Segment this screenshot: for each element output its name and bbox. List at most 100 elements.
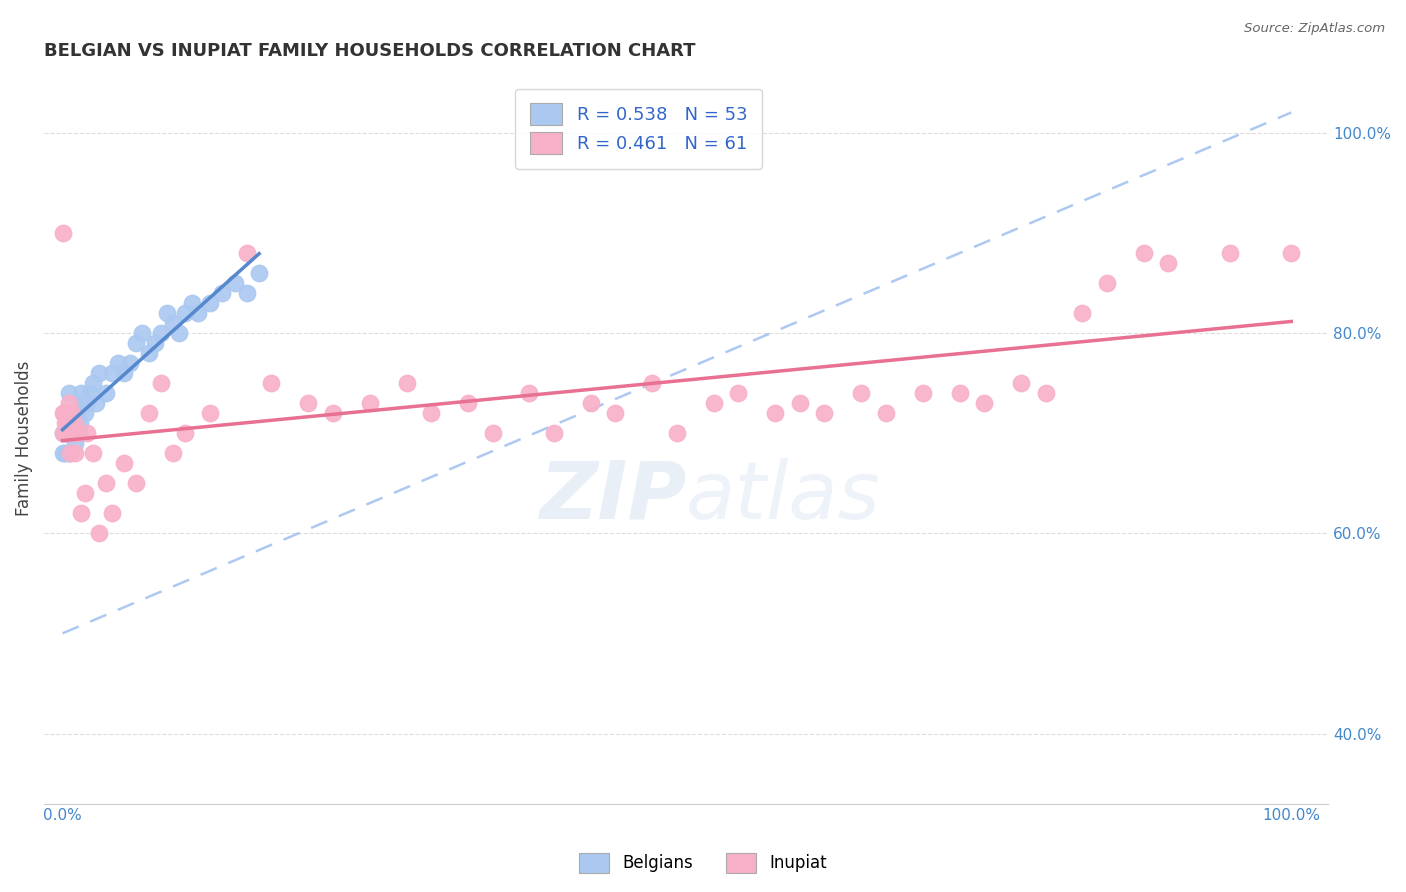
Point — [55, 425, 77, 440]
Point — [56, 416, 79, 430]
Point — [162, 316, 184, 330]
Point — [60, 406, 83, 420]
Point — [174, 425, 197, 440]
Point — [59, 446, 82, 460]
Point — [1219, 245, 1241, 260]
Point — [84, 396, 107, 410]
Point — [58, 386, 80, 401]
Point — [63, 416, 86, 430]
Point — [174, 306, 197, 320]
Point — [55, 406, 77, 420]
Point — [180, 295, 202, 310]
Point — [53, 446, 76, 460]
Point — [70, 396, 93, 410]
Point — [112, 366, 135, 380]
Point — [125, 476, 148, 491]
Text: Source: ZipAtlas.com: Source: ZipAtlas.com — [1244, 22, 1385, 36]
Point — [162, 446, 184, 460]
Point — [62, 416, 84, 430]
Point — [143, 335, 166, 350]
Point — [1095, 276, 1118, 290]
Point — [579, 396, 602, 410]
Point — [481, 425, 503, 440]
Point — [138, 346, 160, 360]
Point — [813, 406, 835, 420]
Point — [60, 425, 83, 440]
Point — [69, 416, 91, 430]
Point — [60, 406, 83, 420]
Point — [789, 396, 811, 410]
Point — [1157, 256, 1180, 270]
Point — [60, 425, 83, 440]
Point — [260, 376, 283, 390]
Point — [851, 386, 873, 401]
Point — [51, 446, 73, 460]
Point — [79, 386, 101, 401]
Point — [236, 285, 259, 300]
Point — [665, 425, 688, 440]
Point — [120, 356, 142, 370]
Point — [1010, 376, 1032, 390]
Point — [875, 406, 897, 420]
Legend: R = 0.538   N = 53, R = 0.461   N = 61: R = 0.538 N = 53, R = 0.461 N = 61 — [516, 89, 762, 169]
Point — [67, 425, 90, 440]
Point — [359, 396, 381, 410]
Point — [82, 446, 104, 460]
Point — [63, 446, 86, 460]
Point — [55, 425, 77, 440]
Point — [125, 335, 148, 350]
Point — [149, 326, 172, 340]
Point — [94, 476, 117, 491]
Point — [236, 245, 259, 260]
Point — [605, 406, 627, 420]
Point — [73, 486, 96, 500]
Point — [89, 526, 111, 541]
Point — [543, 425, 565, 440]
Point — [52, 406, 75, 420]
Point — [107, 356, 129, 370]
Point — [62, 425, 84, 440]
Point — [56, 406, 79, 420]
Point — [76, 425, 98, 440]
Point — [727, 386, 749, 401]
Point — [70, 386, 93, 401]
Point — [224, 276, 246, 290]
Point — [519, 386, 541, 401]
Point — [100, 506, 122, 520]
Point — [211, 285, 233, 300]
Legend: Belgians, Inupiat: Belgians, Inupiat — [572, 847, 834, 880]
Point — [52, 406, 75, 420]
Point — [297, 396, 319, 410]
Point — [58, 425, 80, 440]
Point — [59, 446, 82, 460]
Point — [112, 456, 135, 470]
Point — [763, 406, 786, 420]
Text: ZIP: ZIP — [538, 458, 686, 535]
Point — [973, 396, 995, 410]
Point — [322, 406, 344, 420]
Point — [51, 406, 73, 420]
Point — [58, 446, 80, 460]
Text: BELGIAN VS INUPIAT FAMILY HOUSEHOLDS CORRELATION CHART: BELGIAN VS INUPIAT FAMILY HOUSEHOLDS COR… — [44, 42, 696, 60]
Point — [94, 386, 117, 401]
Point — [52, 425, 75, 440]
Point — [51, 226, 73, 240]
Point — [169, 326, 191, 340]
Point — [1071, 306, 1094, 320]
Point — [1035, 386, 1057, 401]
Point — [59, 416, 82, 430]
Point — [198, 295, 221, 310]
Point — [51, 425, 73, 440]
Point — [138, 406, 160, 420]
Point — [641, 376, 664, 390]
Point — [66, 425, 89, 440]
Point — [187, 306, 209, 320]
Point — [51, 425, 73, 440]
Point — [53, 416, 76, 430]
Point — [56, 425, 79, 440]
Point — [131, 326, 153, 340]
Point — [63, 436, 86, 450]
Point — [457, 396, 479, 410]
Point — [703, 396, 725, 410]
Point — [65, 425, 87, 440]
